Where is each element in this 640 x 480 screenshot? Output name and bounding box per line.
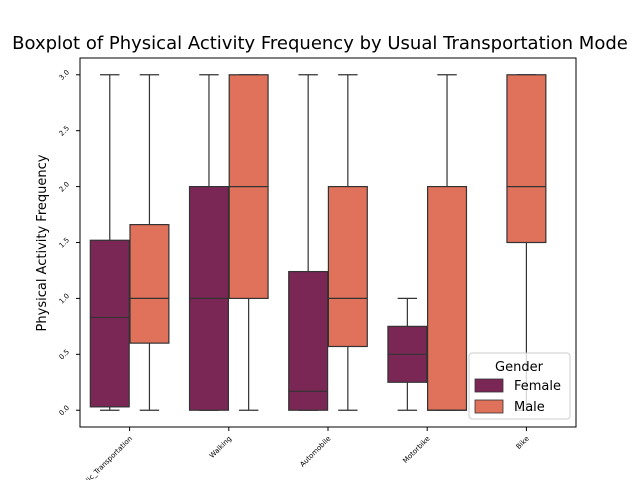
y-axis-label: Physical Activity Frequency: [35, 154, 50, 331]
x-tick-label-walking: Walking: [208, 435, 233, 460]
box-male-motorbike: [426, 185, 468, 411]
x-axis: Public_Transportation Walking Automobile Mo…: [75, 427, 531, 480]
y-axis: 0.0 0.5 1.0 1.5 2.0 2.5 3.0: [58, 68, 80, 417]
legend-label-female: Female: [514, 379, 561, 394]
box-group-female-automobile: [288, 74, 329, 411]
y-tick-label-0-5: 0.5: [58, 348, 72, 362]
box-group-female-motorbike: [387, 297, 428, 411]
x-tick-label-automobile: Automobile: [298, 435, 332, 469]
y-tick-label-1-5: 1.5: [58, 236, 72, 250]
legend: Gender Female Male: [468, 352, 571, 420]
y-tick-label-3-0: 3.0: [58, 68, 72, 82]
box-female-automobile: [288, 270, 329, 411]
legend-swatch-male: [474, 399, 504, 414]
box-group-female-walking: [188, 74, 230, 411]
boxes-layer: [89, 74, 547, 411]
y-tick-label-1-0: 1.0: [58, 292, 72, 306]
legend-title: Gender: [495, 360, 544, 375]
box-group-female-public-transportation: [89, 74, 130, 411]
box-male-bike: [506, 74, 547, 244]
box-group-male-walking: [228, 74, 269, 411]
y-tick-label-2-5: 2.5: [58, 124, 72, 138]
y-tick-label-0-0: 0.0: [58, 404, 72, 418]
x-tick-label-motorbike: Motorbike: [401, 435, 431, 465]
box-male-automobile: [327, 185, 368, 348]
box-group-male-public-transportation: [129, 74, 170, 411]
box-female-public-transportation: [89, 239, 130, 408]
box-male-public-transportation: [129, 224, 170, 344]
box-group-male-motorbike: [426, 74, 468, 411]
legend-label-male: Male: [514, 400, 545, 415]
x-tick-label-public-transportation: Public_Transportation: [75, 435, 134, 480]
box-group-male-automobile: [327, 74, 368, 411]
legend-swatch-female: [474, 378, 504, 393]
chart-title: Boxplot of Physical Activity Frequency b…: [12, 33, 628, 54]
x-tick-label-bike: Bike: [515, 435, 531, 451]
y-tick-label-2-0: 2.0: [58, 180, 72, 194]
